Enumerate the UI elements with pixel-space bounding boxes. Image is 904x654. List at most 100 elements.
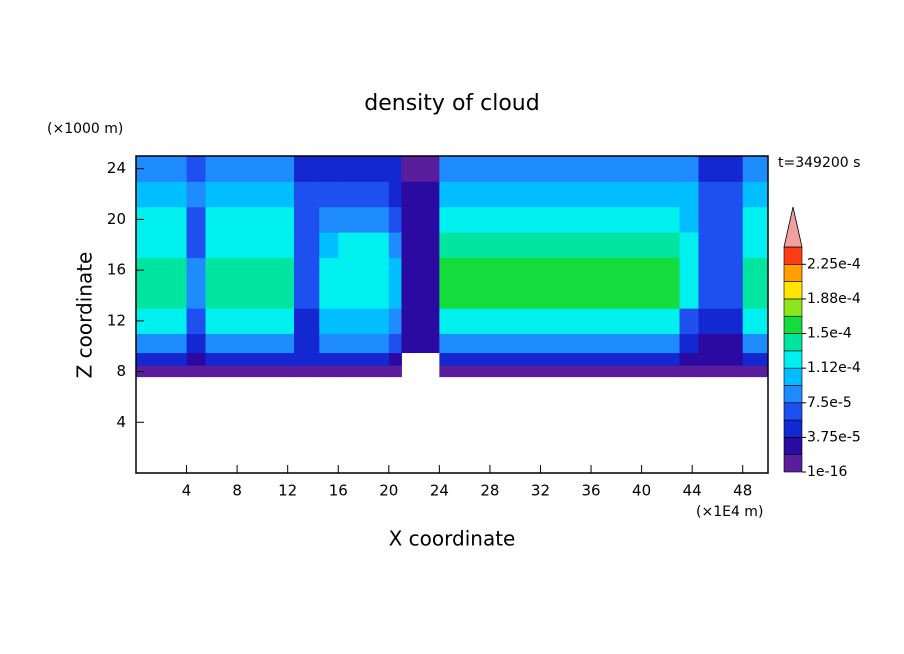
contour-cell xyxy=(205,232,295,258)
x-tick-label: 40 xyxy=(632,482,651,500)
contour-cell xyxy=(439,333,681,354)
contour-cell xyxy=(294,365,320,378)
contour-cell xyxy=(186,365,207,378)
x-tick-label: 36 xyxy=(581,482,600,500)
x-tick-label: 4 xyxy=(182,482,192,500)
contour-cell xyxy=(742,232,769,258)
contour-cell xyxy=(294,257,320,309)
contour-cell xyxy=(679,232,699,258)
contour-cell xyxy=(338,333,390,354)
contour-cell xyxy=(319,206,339,233)
contour-cell xyxy=(205,308,295,335)
y-tick-label: 20 xyxy=(107,210,126,228)
contour-cell xyxy=(388,365,402,378)
colorbar-label: 1.88e-4 xyxy=(807,291,861,307)
y-unit: (×1000 m) xyxy=(47,121,123,137)
contour-cell xyxy=(338,181,390,208)
contour-cell xyxy=(698,257,744,309)
contour-cell xyxy=(742,206,769,233)
contour-cell xyxy=(294,181,320,208)
x-unit: (×1E4 m) xyxy=(696,504,763,520)
contour-cell xyxy=(294,333,320,354)
contour-cell xyxy=(319,365,339,378)
contour-cell xyxy=(742,257,769,309)
contour-cell xyxy=(319,308,339,335)
contour-cell xyxy=(186,333,207,354)
contour-cell xyxy=(439,257,681,309)
y-axis-title: Z coordinate xyxy=(73,252,97,379)
contour-cell xyxy=(742,308,769,335)
contour-cell xyxy=(294,352,320,366)
contour-cell xyxy=(388,352,402,366)
contour-cell xyxy=(205,333,295,354)
contour-cell xyxy=(338,365,390,378)
contour-cell xyxy=(401,206,440,233)
contour-cell xyxy=(742,352,769,366)
contour-cell xyxy=(388,181,402,208)
contour-cell xyxy=(205,352,295,366)
colorbar-box xyxy=(783,385,803,404)
contour-cell xyxy=(401,333,440,354)
contour-cell xyxy=(319,156,339,182)
contour-cell xyxy=(401,257,440,309)
x-axis-title: X coordinate xyxy=(389,527,516,551)
plot-frame xyxy=(135,155,769,474)
contour-cell xyxy=(679,333,699,354)
y-tick-label: 8 xyxy=(116,362,126,380)
contour-cell xyxy=(742,365,769,378)
contour-cell xyxy=(319,352,339,366)
colorbar-label: 1.12e-4 xyxy=(807,360,861,376)
contour-cell xyxy=(136,257,188,309)
contour-cell xyxy=(439,232,681,258)
colorbar-box xyxy=(783,419,803,438)
contour-cell xyxy=(136,232,188,258)
contour-cell xyxy=(698,352,744,366)
time-annotation: t=349200 s xyxy=(778,155,860,171)
contour-cell xyxy=(319,333,339,354)
contour-cell xyxy=(136,206,188,233)
contour-cell xyxy=(205,365,295,378)
contour-cell xyxy=(205,257,295,309)
contour-cell xyxy=(401,232,440,258)
contour-cell xyxy=(439,206,681,233)
x-tick-label: 16 xyxy=(329,482,348,500)
y-tick-label: 12 xyxy=(107,311,126,329)
colorbar-box xyxy=(783,281,803,300)
contour-cell xyxy=(742,181,769,208)
contour-cell xyxy=(679,156,699,182)
contour-cell xyxy=(698,206,744,233)
colorbar-box xyxy=(783,367,803,386)
contour-cell xyxy=(388,156,402,182)
contour-cell xyxy=(679,257,699,309)
contour-cell xyxy=(136,156,188,182)
contour-cell xyxy=(338,232,390,258)
contour-cell xyxy=(439,365,681,378)
colorbar-box xyxy=(783,454,803,473)
x-tick-label: 12 xyxy=(278,482,297,500)
y-tick-label: 4 xyxy=(116,413,126,431)
contour-cell xyxy=(388,206,402,233)
contour-cell xyxy=(679,352,699,366)
colorbar-label: 3.75e-5 xyxy=(807,429,861,445)
contour-cell xyxy=(401,181,440,208)
contour-cell xyxy=(698,232,744,258)
colorbar-label: 1e-16 xyxy=(807,464,847,480)
contour-cell xyxy=(679,308,699,335)
contour-cell xyxy=(205,181,295,208)
contour-cell xyxy=(439,308,681,335)
contour-cell xyxy=(698,308,744,335)
contour-cell xyxy=(698,333,744,354)
contour-cell xyxy=(679,206,699,233)
contour-cell xyxy=(186,206,207,233)
contour-cell xyxy=(136,365,188,378)
contour-cell xyxy=(698,181,744,208)
x-tick-label: 32 xyxy=(531,482,550,500)
colorbar-box xyxy=(783,264,803,282)
contour-cell xyxy=(186,308,207,335)
contour-cell xyxy=(186,181,207,208)
x-tick-label: 48 xyxy=(733,482,752,500)
y-tick-label: 24 xyxy=(107,159,126,177)
contour-cell xyxy=(388,232,402,258)
contour-cell xyxy=(338,352,390,366)
